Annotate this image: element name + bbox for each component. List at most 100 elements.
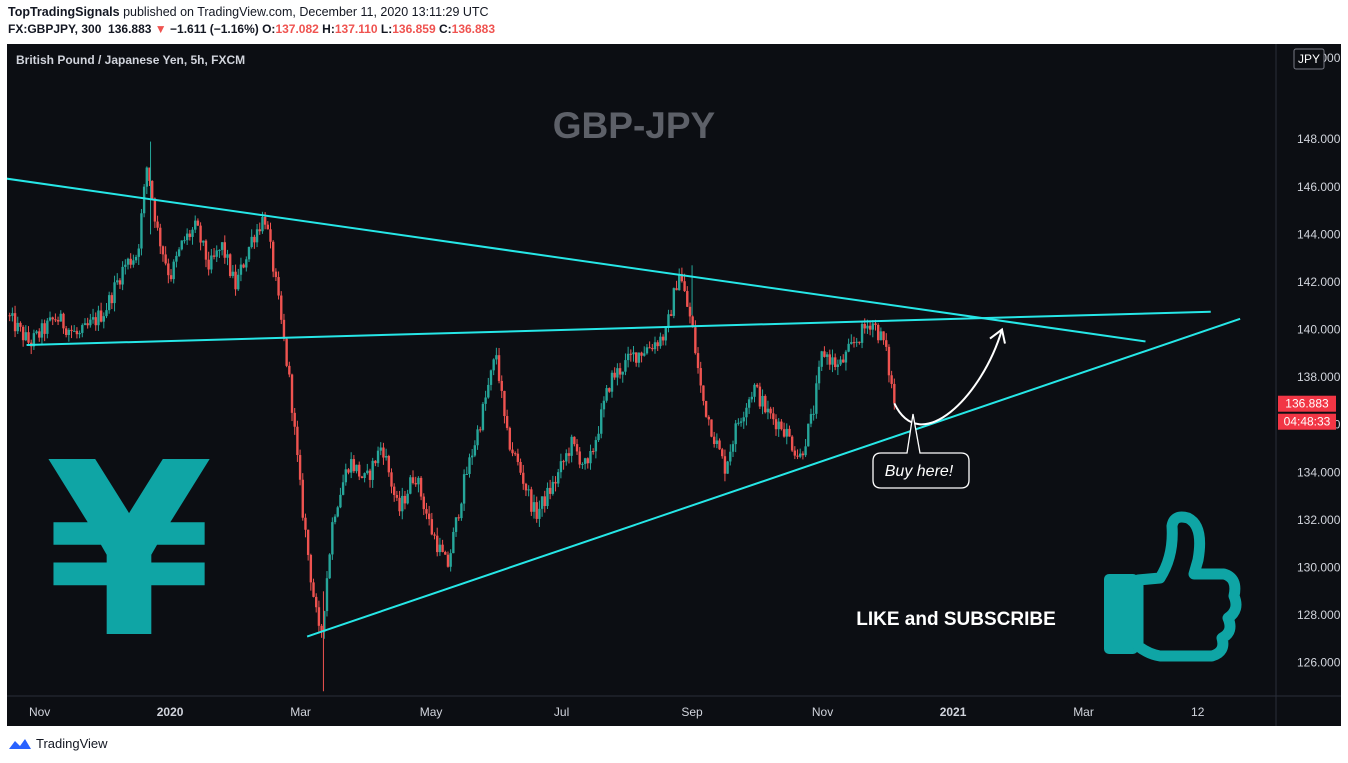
countdown-value: 04:48:33 bbox=[1284, 415, 1331, 429]
candle-body bbox=[618, 368, 622, 375]
candle-body bbox=[731, 444, 735, 452]
candle-body bbox=[718, 440, 721, 450]
y-tick-label: 146.000 bbox=[1297, 180, 1341, 194]
candle-body bbox=[632, 352, 635, 355]
candle-body bbox=[683, 281, 686, 292]
candle-body bbox=[134, 256, 138, 261]
symbol-interval: FX:GBPJPY, 300 bbox=[8, 22, 102, 36]
candle-body bbox=[304, 517, 307, 530]
candle-body bbox=[772, 413, 775, 420]
candle-body bbox=[836, 364, 840, 368]
candle-body bbox=[755, 384, 759, 387]
low-value: 136.859 bbox=[392, 22, 436, 36]
close-label: C: bbox=[438, 22, 452, 36]
candle-body bbox=[696, 353, 700, 369]
candle-body bbox=[702, 385, 705, 401]
tradingview-branding[interactable]: TradingView bbox=[8, 736, 108, 751]
candle-body bbox=[293, 412, 296, 427]
currency-badge[interactable]: JPY bbox=[1293, 48, 1325, 70]
candle-body bbox=[527, 489, 530, 491]
candle-body bbox=[465, 473, 468, 475]
price-chart[interactable]: British Pound / Japanese Yen, 5h, FXCM G… bbox=[7, 44, 1341, 726]
candle-body bbox=[336, 507, 339, 517]
candle-body bbox=[476, 429, 479, 446]
candle-body bbox=[140, 213, 143, 249]
candle-body bbox=[51, 317, 54, 320]
candle-body bbox=[347, 469, 350, 473]
current-price-value: 136.883 bbox=[1285, 397, 1329, 411]
candle-body bbox=[24, 332, 28, 341]
candle-body bbox=[341, 482, 345, 495]
candle-body bbox=[890, 375, 893, 384]
candle-body bbox=[876, 324, 880, 341]
candle-body bbox=[159, 227, 162, 247]
candle-body bbox=[331, 522, 334, 555]
candle-body bbox=[242, 264, 245, 268]
candle-body bbox=[309, 554, 313, 583]
candle-body bbox=[54, 319, 57, 321]
candle-body bbox=[586, 458, 589, 464]
candle-body bbox=[145, 167, 149, 187]
candle-body bbox=[575, 444, 579, 452]
candle-body bbox=[312, 582, 315, 597]
candle-body bbox=[664, 327, 667, 341]
candle-body bbox=[672, 288, 676, 316]
price-scale[interactable]: 148.000 146.000 144.000 142.000 140.000 138.0… bbox=[1297, 132, 1341, 670]
x-tick-label: 2021 bbox=[940, 705, 967, 719]
candle-body bbox=[245, 259, 248, 268]
candle-body bbox=[487, 384, 490, 398]
candle-body bbox=[739, 421, 743, 423]
candle-body bbox=[669, 314, 673, 316]
chart-panel[interactable]: British Pound / Japanese Yen, 5h, FXCM G… bbox=[7, 44, 1341, 726]
candle-body bbox=[608, 388, 611, 392]
candle-body bbox=[600, 409, 603, 434]
candle-body bbox=[629, 353, 633, 355]
candle-body bbox=[204, 240, 208, 260]
x-tick-label: Nov bbox=[29, 705, 50, 719]
candle-body bbox=[828, 354, 831, 365]
projection-curve bbox=[893, 329, 1003, 426]
candle-body bbox=[70, 329, 73, 332]
candle-body bbox=[589, 451, 592, 464]
candle-body bbox=[59, 313, 62, 322]
candle-body bbox=[554, 481, 557, 484]
candle-body bbox=[185, 233, 189, 241]
candle-body bbox=[546, 487, 549, 507]
candle-body bbox=[368, 470, 372, 480]
candle-body bbox=[524, 483, 528, 491]
y-tick-label: 126.000 bbox=[1297, 656, 1341, 670]
author-name[interactable]: TopTradingSignals bbox=[8, 5, 120, 19]
candle-body bbox=[726, 461, 729, 474]
candle-body bbox=[761, 395, 764, 407]
candle-body bbox=[102, 316, 105, 322]
candle-body bbox=[750, 396, 754, 400]
candle-body bbox=[548, 487, 552, 494]
candle-body bbox=[839, 359, 842, 365]
candle-body bbox=[704, 400, 708, 417]
candle-body bbox=[559, 461, 563, 473]
candle-body bbox=[148, 167, 151, 181]
candle-body bbox=[562, 461, 565, 463]
candle-body bbox=[436, 535, 439, 553]
candle-body bbox=[538, 508, 541, 519]
candle-body bbox=[425, 509, 428, 514]
candle-body bbox=[194, 220, 197, 230]
candle-body bbox=[452, 531, 455, 554]
candle-body bbox=[86, 323, 89, 326]
candle-body bbox=[543, 496, 546, 507]
candle-body bbox=[199, 225, 202, 243]
candle-body bbox=[532, 502, 536, 512]
candle-body bbox=[220, 242, 224, 250]
candle-body bbox=[866, 325, 869, 329]
candle-body bbox=[48, 317, 52, 321]
candle-body bbox=[433, 534, 436, 536]
candle-body bbox=[462, 474, 466, 504]
time-scale[interactable]: Nov 2020 Mar May Jul Sep Nov 2021 Mar 12 bbox=[29, 705, 1205, 719]
candle-body bbox=[215, 250, 218, 257]
candle-body bbox=[790, 436, 794, 451]
candle-body bbox=[777, 421, 780, 430]
candle-body bbox=[99, 310, 103, 322]
candle-body bbox=[137, 248, 140, 257]
candle-body bbox=[863, 323, 866, 329]
instrument-legend: British Pound / Japanese Yen, 5h, FXCM bbox=[16, 53, 245, 67]
